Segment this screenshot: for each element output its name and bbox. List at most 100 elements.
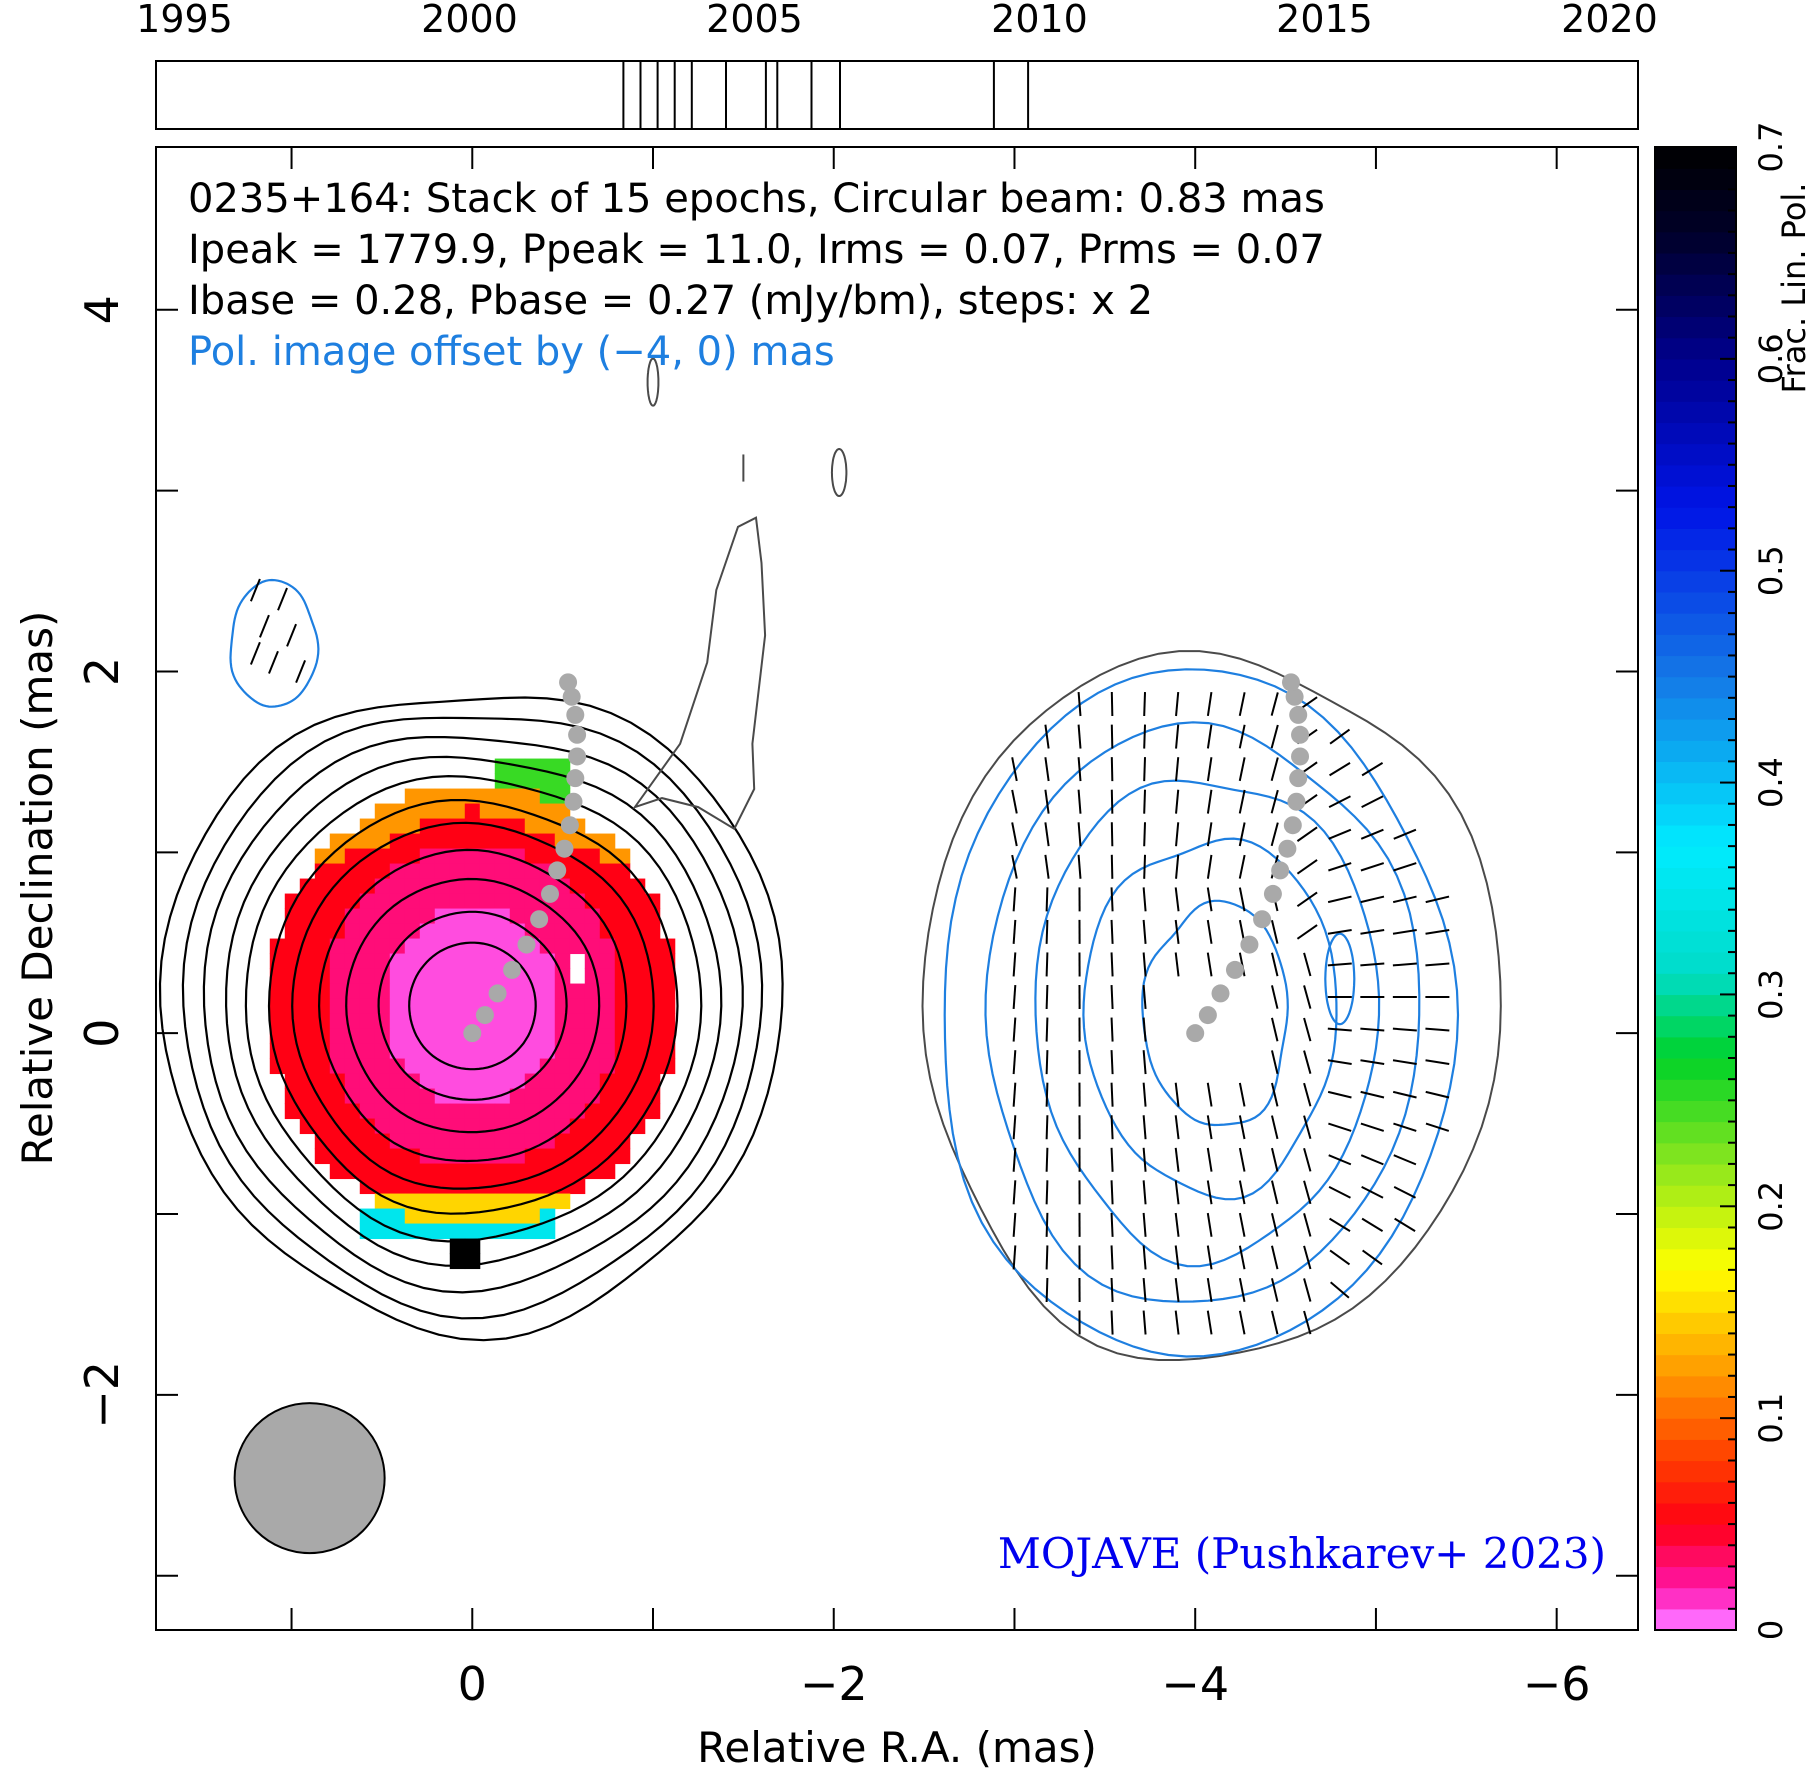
evpa-tick (1112, 725, 1113, 749)
evpa-tick (1045, 822, 1048, 846)
evpa-tick (1112, 920, 1113, 944)
frac-pol-pixel (510, 834, 526, 850)
frac-pol-pixel (360, 1164, 376, 1180)
frac-pol-pixel (555, 984, 571, 1000)
frac-pol-pixel (390, 924, 406, 940)
evpa-tick (1112, 692, 1113, 716)
frac-pol-pixel (555, 1089, 571, 1105)
frac-pol-pixel (510, 999, 526, 1015)
frac-pol-pixel (300, 1089, 316, 1105)
evpa-tick (1047, 1245, 1048, 1269)
frac-pol-pixel (300, 1014, 316, 1030)
evpa-tick (1272, 692, 1278, 715)
evpa-tick (1272, 1181, 1278, 1204)
frac-pol-pixel (420, 969, 436, 985)
frac-pol-pixel (480, 834, 496, 850)
evpa-tick (1394, 1155, 1416, 1164)
evpa-tick (1176, 757, 1178, 781)
evpa-tick (1047, 952, 1048, 976)
evpa-tick (1176, 1180, 1179, 1204)
frac-pol-pixel (465, 894, 481, 910)
evpa-tick (1304, 1213, 1310, 1236)
frac-pol-pixel (300, 984, 316, 1000)
frac-pol-pixel (450, 1104, 466, 1120)
frac-pol-pixel (330, 1134, 346, 1150)
frac-pol-pixel (570, 879, 586, 895)
frac-pol-pixel (315, 1074, 331, 1090)
evpa-tick (1360, 964, 1384, 966)
header-line-1: 0235+164: Stack of 15 epochs, Circular b… (188, 176, 1325, 222)
ridge-point (518, 936, 536, 954)
frac-pol-pixel (645, 1059, 661, 1075)
colorbar-tick-label: 0.4 (1752, 757, 1790, 808)
frac-pol-pixel (375, 1014, 391, 1030)
evpa-tick (1176, 1115, 1179, 1139)
frac-pol-pixel (465, 1044, 481, 1060)
evpa-tick (1112, 790, 1113, 814)
frac-pol-pixel (630, 999, 646, 1015)
frac-pol-pixel (585, 1119, 601, 1135)
evpa-tick (1330, 1219, 1350, 1232)
colorbar-tick-label: 0.3 (1752, 969, 1790, 1020)
evpa-tick (1014, 1083, 1016, 1107)
frac-pol-pixel (360, 1029, 376, 1045)
evpa-tick (1329, 1187, 1350, 1198)
frac-pol-pixel (630, 969, 646, 985)
evpa-tick (1272, 985, 1278, 1008)
evpa-tick (1144, 1180, 1146, 1204)
frac-pol-pixel (435, 969, 451, 985)
frac-pol-pixel (360, 939, 376, 955)
frac-pol-pixel (270, 1014, 286, 1030)
frac-pol-pixel (360, 1044, 376, 1060)
colorbar-step (1655, 1397, 1736, 1419)
frac-pol-pixel (360, 864, 376, 880)
evpa-tick (1144, 985, 1146, 1009)
frac-pol-pixel (435, 1029, 451, 1045)
frac-pol-pixel (435, 1209, 451, 1225)
colorbar-step (1655, 677, 1736, 699)
evpa-tick (1045, 790, 1048, 814)
colorbar-step (1655, 889, 1736, 911)
ridge-point (1212, 984, 1230, 1002)
colorbar-step (1655, 1588, 1736, 1610)
frac-pol-pixel (600, 1044, 616, 1060)
frac-pol-pixel (495, 1029, 511, 1045)
frac-pol-pixel (345, 1074, 361, 1090)
frac-pol-pixel (420, 1134, 436, 1150)
evpa-tick (1208, 1115, 1212, 1139)
colorbar-step (1655, 380, 1736, 402)
frac-pol-pixel (465, 1104, 481, 1120)
frac-pol-pixel (450, 804, 466, 820)
frac-pol-pixel (525, 759, 541, 775)
colorbar-step (1655, 1227, 1736, 1249)
ridge-point (1291, 726, 1309, 744)
evpa-tick (1014, 1148, 1016, 1172)
frac-pol-pixel (420, 1194, 436, 1210)
evpa-tick (1208, 757, 1212, 781)
frac-pol-pixel (480, 909, 496, 925)
frac-pol-pixel (420, 984, 436, 1000)
frac-pol-pixel (510, 1104, 526, 1120)
colorbar-step (1655, 825, 1736, 847)
frac-pol-pixel (330, 879, 346, 895)
ridge-point (564, 793, 582, 811)
colorbar-step (1655, 698, 1736, 720)
frac-pol-pixel (495, 1164, 511, 1180)
evpa-tick (1272, 823, 1278, 846)
frac-pol-pixel (330, 1149, 346, 1165)
evpa-tick (1304, 1148, 1310, 1171)
evpa-tick (1112, 1148, 1113, 1172)
evpa-tick (1208, 1213, 1212, 1237)
frac-pol-pixel (330, 894, 346, 910)
frac-pol-pixel (405, 1059, 421, 1075)
frac-pol-pixel (630, 1044, 646, 1060)
frac-pol-pixel (390, 984, 406, 1000)
frac-pol-pixel (315, 1119, 331, 1135)
frac-pol-pixel (435, 834, 451, 850)
frac-pol-pixel (570, 984, 586, 1000)
frac-pol-pixel (360, 969, 376, 985)
ridge-point (489, 984, 507, 1002)
ridge-point (561, 816, 579, 834)
frac-pol-pixel (600, 894, 616, 910)
colorbar-step (1655, 1291, 1736, 1313)
